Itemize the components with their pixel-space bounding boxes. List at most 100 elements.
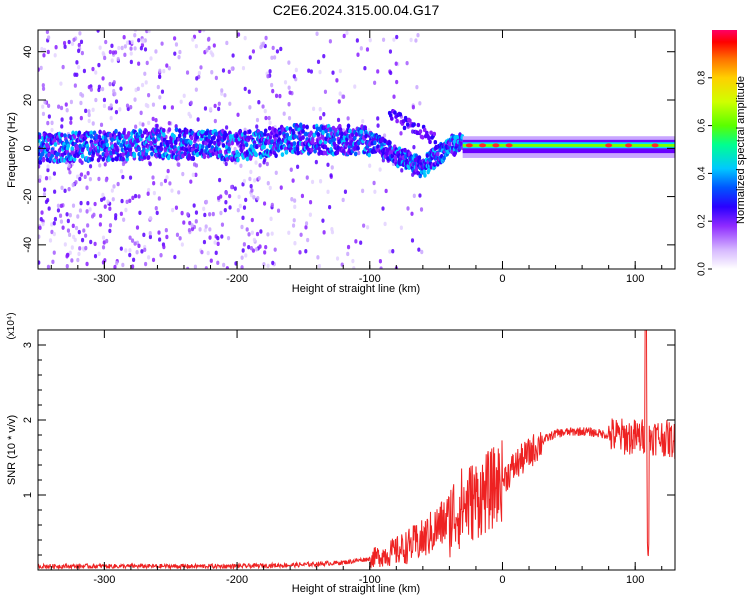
spectrogram-cell [111, 157, 115, 163]
spectrogram-cell [137, 194, 141, 199]
spectrogram-cell [202, 206, 206, 212]
spectrogram-cell [400, 168, 404, 173]
spectrogram-cell [264, 35, 268, 41]
spectrogram-cell [61, 225, 65, 230]
spectrogram-cell [47, 35, 51, 40]
spectrogram-cell [376, 144, 380, 150]
spectrogram-cell [417, 247, 421, 252]
spectrogram-cell [198, 227, 202, 232]
spectrogram-cell [242, 242, 246, 247]
spectrogram-cell [50, 120, 54, 126]
spectrogram-cell [262, 160, 266, 165]
spectrogram-cell [258, 163, 262, 168]
spectrogram-cell [332, 137, 337, 142]
spectrogram-cell [216, 241, 220, 247]
spectrogram-cell [191, 172, 195, 178]
spectrogram-cell [112, 184, 116, 189]
spectrogram-cell [274, 153, 278, 159]
spectrogram-cell [167, 120, 171, 126]
spectrogram-cell [356, 52, 360, 57]
spectrogram-frame [37, 29, 676, 270]
spectrogram-cell [144, 261, 148, 267]
spectrogram-cell [42, 192, 47, 197]
spectrogram-cell [406, 206, 410, 211]
spectrogram-cell [75, 174, 80, 179]
spectrogram-cell [236, 152, 241, 158]
spectrogram-cell [65, 108, 69, 113]
spectrogram-cell [189, 140, 193, 145]
spectrogram-cell [122, 217, 126, 222]
spectrogram-cell [182, 93, 186, 98]
spectrogram-cell [78, 208, 83, 213]
spectrogram-cell [275, 49, 280, 54]
spectrogram-cell [223, 207, 227, 213]
spectrogram-cell [263, 108, 267, 114]
spectrogram-cell [148, 230, 152, 236]
spectrogram-cell [392, 37, 396, 42]
spectrogram-cell [211, 211, 215, 217]
spectrogram-cell [408, 118, 412, 123]
spectrogram-cell [271, 88, 275, 94]
spectrogram-cell [233, 146, 237, 152]
spectrogram-cell [293, 134, 297, 139]
spectrogram-cell [160, 41, 164, 46]
spectrogram-cell [318, 107, 322, 112]
spectrogram-cell [119, 169, 124, 174]
spectrogram-cell [420, 135, 425, 140]
spectrogram-cell [177, 54, 181, 60]
spectrogram-cell [214, 75, 218, 81]
spectrogram-cell [59, 219, 64, 224]
spectrogram-cell [182, 220, 186, 225]
spectrogram-cell [429, 130, 433, 135]
spectrogram-cell [54, 45, 58, 50]
spectrogram-cell [378, 259, 383, 264]
spectrogram-cell [41, 221, 45, 227]
spectrogram-cell [343, 189, 348, 194]
spectrogram-cell [316, 255, 320, 260]
spectrogram-cell [133, 30, 138, 33]
spectrogram-cell [101, 86, 105, 92]
spectrogram-cell [128, 147, 133, 153]
spectrogram-cell [93, 201, 97, 207]
spectrogram-cell [77, 64, 81, 70]
spectrogram-cell [38, 234, 41, 239]
tone-hotspot [605, 143, 613, 148]
spectrogram-cell [324, 128, 329, 134]
spectrogram-cell [76, 214, 80, 219]
spectrogram-cell [156, 84, 160, 90]
spectrogram-cell [129, 105, 133, 110]
spectrogram-cell [137, 38, 141, 43]
spectrogram-cell [244, 142, 249, 148]
spectrogram-cell [311, 106, 316, 112]
spectrogram-cell [111, 197, 115, 202]
spectrogram-cell [61, 64, 65, 70]
spectrogram-cell [202, 239, 207, 245]
spectrogram-cell [191, 156, 196, 162]
spectrogram-cell [65, 254, 69, 259]
spectrogram-cell [134, 124, 138, 129]
spectrogram-cell [236, 32, 241, 37]
spectrogram-cell [142, 232, 146, 238]
spectrogram-cell [435, 151, 440, 157]
spectrogram-cell [379, 266, 383, 269]
spectrogram-cell [121, 152, 125, 157]
spectrogram-cell [158, 95, 162, 100]
spectrogram-cell [103, 204, 107, 209]
spectrogram-cell [276, 208, 281, 213]
spectrogram-cell [271, 45, 275, 51]
spectrogram-cell [304, 249, 308, 254]
spectrogram-cell [416, 170, 420, 176]
spectrogram-cell [395, 34, 399, 40]
spectrogram-cell [147, 30, 151, 34]
spectrogram-cell [187, 111, 191, 117]
spectrogram-cell [211, 52, 215, 58]
spectrogram-cell [241, 182, 245, 187]
spectrogram-cell [220, 234, 224, 239]
spectrogram-cell [91, 66, 95, 72]
spectrogram-cell [87, 112, 91, 118]
spectrogram-cell [288, 90, 292, 95]
spectrogram-cell [99, 213, 103, 218]
spectrogram-cell [124, 248, 128, 253]
spectrogram-cell [76, 257, 80, 263]
spectrogram-cell [293, 204, 297, 210]
